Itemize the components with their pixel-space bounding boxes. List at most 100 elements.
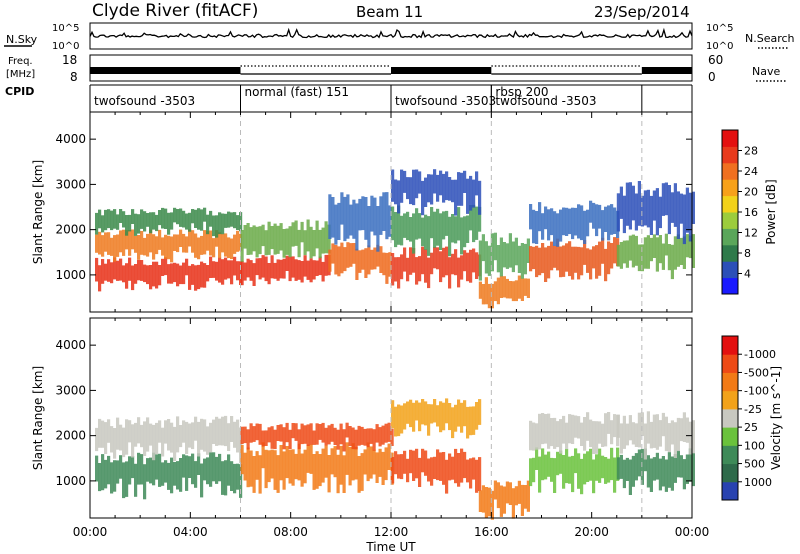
data-cell	[179, 458, 183, 492]
data-cell	[370, 249, 374, 270]
data-cell	[203, 230, 207, 255]
data-cell	[110, 210, 114, 231]
data-cell	[140, 424, 144, 448]
data-cell	[128, 420, 132, 443]
data-cell	[493, 480, 497, 500]
data-cell	[240, 426, 244, 444]
data-cell	[595, 421, 599, 454]
data-cell	[270, 226, 274, 250]
data-cell	[574, 415, 578, 438]
data-cell	[541, 213, 545, 240]
data-cell	[595, 454, 599, 481]
data-cell	[502, 276, 506, 298]
data-cell	[249, 260, 253, 281]
data-cell	[119, 258, 123, 281]
colorbar-segment	[722, 162, 738, 180]
data-cell	[589, 448, 593, 481]
data-cell	[646, 235, 650, 269]
data-cell	[95, 257, 99, 282]
data-cell	[439, 170, 443, 196]
data-cell	[209, 256, 213, 278]
data-cell	[297, 229, 301, 258]
data-cell	[255, 258, 259, 276]
data-cell	[128, 456, 132, 485]
data-cell	[276, 425, 280, 441]
data-cell	[182, 262, 186, 285]
data-cell	[227, 454, 231, 486]
data-cell	[113, 428, 117, 459]
data-cell	[469, 205, 473, 231]
data-cell	[667, 244, 671, 271]
data-cell	[433, 456, 437, 479]
station-title: Clyde River (fitACF)	[92, 1, 258, 21]
data-cell	[179, 208, 183, 227]
data-cell	[448, 453, 452, 481]
data-cell	[400, 169, 404, 203]
data-cell	[346, 242, 350, 268]
colorbar-segment	[722, 146, 738, 164]
data-cell	[409, 247, 413, 275]
data-cell	[670, 244, 674, 280]
data-cell	[454, 179, 458, 216]
data-cell	[107, 419, 111, 443]
data-cell	[580, 247, 584, 276]
data-cell	[200, 418, 204, 450]
data-cell	[164, 420, 168, 444]
data-cell	[182, 210, 186, 228]
data-cell	[366, 442, 370, 482]
data-cell	[158, 420, 162, 443]
data-cell	[243, 426, 247, 444]
data-cell	[445, 210, 449, 236]
data-cell	[294, 220, 298, 246]
data-cell	[164, 234, 168, 259]
data-cell	[185, 421, 189, 454]
data-cell	[294, 259, 298, 281]
data-cell	[601, 237, 605, 264]
data-cell	[161, 258, 165, 276]
data-cell	[372, 429, 376, 451]
data-cell	[303, 230, 307, 256]
data-cell	[200, 235, 204, 255]
data-cell	[475, 459, 479, 493]
data-cell	[430, 207, 434, 239]
data-cell	[586, 248, 590, 273]
data-cell	[176, 234, 180, 253]
data-cell	[586, 451, 590, 482]
data-cell	[321, 227, 325, 254]
data-cell	[538, 413, 542, 450]
data-cell	[318, 256, 322, 276]
data-cell	[224, 415, 228, 447]
data-cell	[215, 261, 219, 281]
data-cell	[523, 278, 527, 296]
data-cell	[200, 463, 204, 498]
data-cell	[167, 419, 171, 451]
data-cell	[331, 243, 335, 264]
data-cell	[291, 449, 295, 486]
data-cell	[628, 235, 632, 261]
freq-label-line2: [MHz]	[6, 69, 35, 80]
data-cell	[403, 170, 407, 193]
data-cell	[110, 262, 114, 284]
data-cell	[607, 412, 611, 434]
data-cell	[616, 193, 620, 232]
data-cell	[646, 411, 650, 444]
data-cell	[631, 234, 635, 268]
data-cell	[282, 451, 286, 490]
data-cell	[448, 216, 452, 257]
data-cell	[230, 238, 234, 260]
data-cell	[191, 230, 195, 253]
data-cell	[604, 206, 608, 232]
data-cell	[339, 423, 343, 445]
data-cell	[616, 414, 620, 438]
colorbar-segment	[722, 277, 738, 295]
data-cell	[348, 446, 352, 486]
data-cell	[550, 208, 554, 236]
data-cell	[478, 206, 482, 232]
data-cell	[384, 447, 388, 481]
data-cell	[682, 412, 686, 442]
data-cell	[101, 235, 105, 257]
data-cell	[427, 458, 431, 482]
data-cell	[173, 262, 177, 283]
data-cell	[261, 442, 265, 469]
data-cell	[270, 255, 274, 279]
